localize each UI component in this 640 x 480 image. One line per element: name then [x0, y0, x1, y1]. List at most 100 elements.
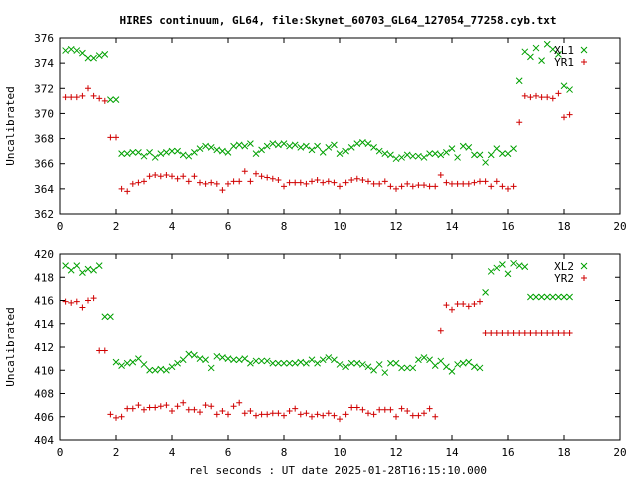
data-point [331, 412, 338, 419]
data-point [549, 45, 557, 53]
data-point [493, 330, 500, 337]
data-point [185, 178, 192, 185]
data-point [73, 262, 81, 269]
y-tick-label: 416 [34, 295, 54, 308]
data-point [325, 354, 333, 361]
data-point [62, 94, 69, 101]
data-point [415, 412, 422, 419]
data-point [532, 44, 540, 52]
x-tick-label: 14 [445, 446, 459, 459]
data-point [275, 177, 282, 184]
data-point [247, 407, 254, 414]
data-point [185, 406, 192, 413]
data-point [219, 147, 226, 155]
data-point [151, 154, 159, 161]
data-point [96, 95, 103, 102]
data-point [236, 178, 243, 185]
data-point [208, 403, 215, 410]
data-point [264, 411, 271, 418]
y-tick-label: 366 [34, 158, 54, 171]
data-point [421, 182, 427, 189]
data-point [505, 330, 511, 337]
data-point [314, 177, 321, 184]
data-point [409, 412, 416, 419]
data-point [342, 363, 349, 371]
data-point [213, 180, 220, 187]
data-point [370, 366, 377, 374]
data-point [230, 142, 237, 150]
data-point [331, 141, 338, 149]
legend-marker [580, 262, 588, 270]
data-point [202, 180, 209, 187]
data-point [443, 149, 450, 156]
data-point [180, 399, 187, 406]
data-point [365, 410, 371, 417]
x-tick-label: 0 [57, 220, 64, 233]
data-point [247, 140, 254, 147]
data-point [471, 363, 478, 371]
data-point [477, 178, 483, 185]
data-point [263, 357, 271, 365]
data-point [281, 412, 287, 419]
data-point [79, 304, 86, 311]
data-point [370, 144, 377, 151]
data-point [308, 146, 316, 154]
data-point [309, 178, 315, 185]
data-point [505, 185, 511, 192]
data-point [337, 416, 343, 423]
data-point [543, 293, 551, 301]
x-tick-label: 12 [389, 446, 402, 459]
data-point [291, 359, 299, 367]
data-point [454, 154, 461, 161]
y-tick-label: 364 [34, 183, 54, 196]
data-point [499, 150, 506, 158]
data-point [224, 149, 232, 156]
data-point [398, 405, 405, 412]
data-point [101, 97, 108, 104]
data-point [431, 362, 439, 369]
x-tick-label: 6 [225, 220, 232, 233]
data-point [538, 57, 545, 64]
chart-panel-2: 0 2 4 6 8 10 12 14 16 18 20 404 406 408 410 412 414 416 41… [4, 248, 627, 459]
data-point [303, 410, 310, 417]
data-point [297, 411, 304, 418]
data-point [180, 173, 187, 180]
x-tick-label: 14 [445, 220, 459, 233]
data-point [280, 140, 288, 147]
x-tick-label: 16 [501, 446, 514, 459]
data-point [230, 178, 237, 185]
data-point [426, 183, 433, 190]
data-point [376, 406, 383, 413]
data-point [555, 50, 562, 58]
data-point [112, 358, 120, 366]
data-point [269, 175, 276, 182]
x-tick-label: 20 [613, 220, 626, 233]
data-point [185, 152, 193, 160]
data-point [185, 350, 193, 358]
data-point [392, 155, 400, 163]
data-point [561, 330, 567, 337]
data-point [84, 54, 92, 62]
data-point [465, 180, 472, 187]
data-point [460, 300, 467, 307]
data-point [488, 330, 495, 337]
data-point [169, 173, 175, 180]
data-point [566, 111, 573, 118]
x-tick-label: 8 [281, 446, 288, 459]
panels: 0 2 4 6 8 10 12 14 16 18 2036236436636837037237437… [4, 32, 627, 459]
y-axis-label: Uncalibrated [4, 86, 17, 165]
data-point [230, 356, 237, 364]
data-point [347, 359, 355, 367]
data-point [280, 359, 288, 367]
data-point [73, 298, 80, 305]
data-point [521, 48, 529, 56]
data-point [275, 359, 282, 367]
data-point [297, 358, 305, 366]
data-point [566, 293, 573, 301]
data-point [348, 404, 355, 411]
data-point [95, 52, 103, 59]
data-point [431, 150, 439, 158]
data-point [555, 90, 562, 97]
data-point [286, 142, 293, 150]
data-point [129, 358, 137, 366]
